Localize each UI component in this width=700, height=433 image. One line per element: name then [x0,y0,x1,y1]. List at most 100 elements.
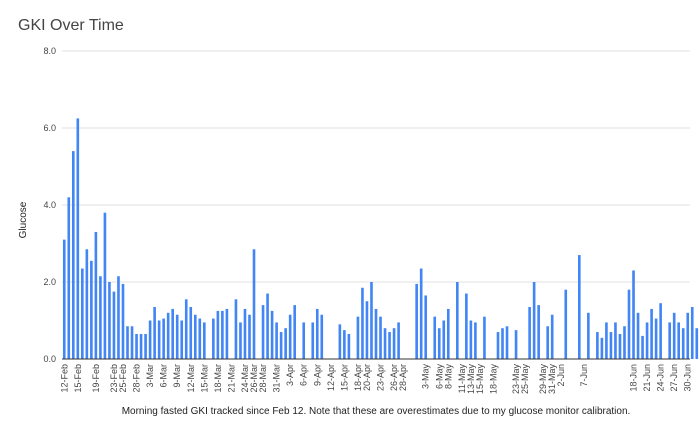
bar [677,322,681,359]
bar [171,308,174,359]
x-tick-label: 3-Apr [285,364,295,386]
bar [469,320,473,359]
x-tick-label: 24-Jun [656,364,666,392]
x-tick-label: 20-Apr [362,364,372,391]
bar [189,307,193,359]
x-tick-label: 29-May [538,364,548,395]
bar [550,314,554,359]
bar [198,318,202,359]
x-tick-label: 6-May [434,364,444,390]
bar [605,322,608,359]
bar [135,333,138,359]
bar [153,307,156,359]
bar [261,305,265,359]
bar [668,322,671,359]
bar [645,322,649,359]
bar [672,312,676,359]
bar [659,303,662,359]
x-tick-label: 18-Apr [353,364,363,391]
x-tick-label: 8-May [443,364,453,390]
bar [130,326,134,359]
y-tick-label: 2.0 [43,277,56,287]
bar [442,320,446,359]
x-tick-label: 18-Jun [629,364,639,392]
bar [112,291,116,360]
bar [275,322,278,359]
x-tick-label: 15-Mar [199,364,209,393]
bar [103,212,107,359]
x-tick-label: 31-May [547,364,557,395]
bar [225,308,229,359]
bar [654,318,658,359]
bar [175,314,179,359]
x-tick-label: 3-Mar [145,364,155,388]
x-tick-label: 28-Apr [398,364,408,391]
bar [419,268,423,359]
bar [501,328,504,359]
bar [695,328,699,359]
y-axis-ticks: 0.0 2.0 4.0 6.0 8.0 [43,46,56,364]
x-tick-label: 21-Jun [642,364,652,392]
bar [62,239,66,359]
bar [184,299,188,359]
bar [266,293,269,359]
x-tick-label: 19-Feb [91,364,101,393]
bar [81,268,84,359]
bar [162,318,165,359]
bar [347,333,351,359]
bar [356,316,360,359]
bar [618,333,622,359]
x-tick-label: 15-May [475,364,485,395]
x-tick-label: 13-May [466,364,476,395]
x-tick-label: 26-Mar [249,364,259,393]
bar [315,308,319,359]
y-tick-label: 4.0 [43,200,56,210]
bar [144,333,147,359]
x-tick-label: 12-Apr [326,364,336,391]
x-tick-label: 12-Mar [186,364,196,393]
bar [437,328,441,359]
bar [121,283,125,359]
bar [650,308,653,359]
x-tick-label: 2-Jun [556,364,566,387]
bar [94,231,98,359]
chart-title: GKI Over Time [18,17,124,34]
y-tick-label: 6.0 [43,123,56,133]
x-tick-label: 12-Feb [59,364,69,393]
x-tick-label: 26-Apr [389,364,399,391]
bar [370,282,373,359]
bar [483,316,486,359]
x-axis-ticks: 12-Feb 15-Feb 19-Feb 23-Feb 25-Feb 28-Feb 3-Ma… [59,364,692,395]
bar [67,197,71,359]
bar [686,312,690,359]
x-tick-label: 31-Mar [272,364,282,393]
bar [433,316,437,359]
bar [392,328,396,359]
bar [338,324,342,359]
x-tick-label: 7-Jun [579,364,589,387]
bars [62,118,699,360]
x-tick-label: 24-Mar [240,364,250,393]
bar [627,289,631,359]
bar [270,310,274,360]
bar [157,320,161,359]
gridlines [62,50,690,283]
bar [379,316,382,359]
bar [293,305,296,359]
x-tick-label: 15-Apr [339,364,349,391]
bar [284,328,287,359]
x-tick-label: 23-May [511,364,521,395]
x-tick-label: 15-Feb [73,364,83,393]
y-axis-label: Glucose [18,201,29,238]
bar [446,308,450,359]
bar [239,322,242,359]
bar [221,310,224,360]
bar [537,305,540,359]
y-tick-label: 0.0 [43,354,56,364]
bar [166,312,170,359]
bar [505,326,509,359]
bar [681,328,685,359]
x-tick-label: 18-May [488,364,498,395]
bar [415,283,418,359]
